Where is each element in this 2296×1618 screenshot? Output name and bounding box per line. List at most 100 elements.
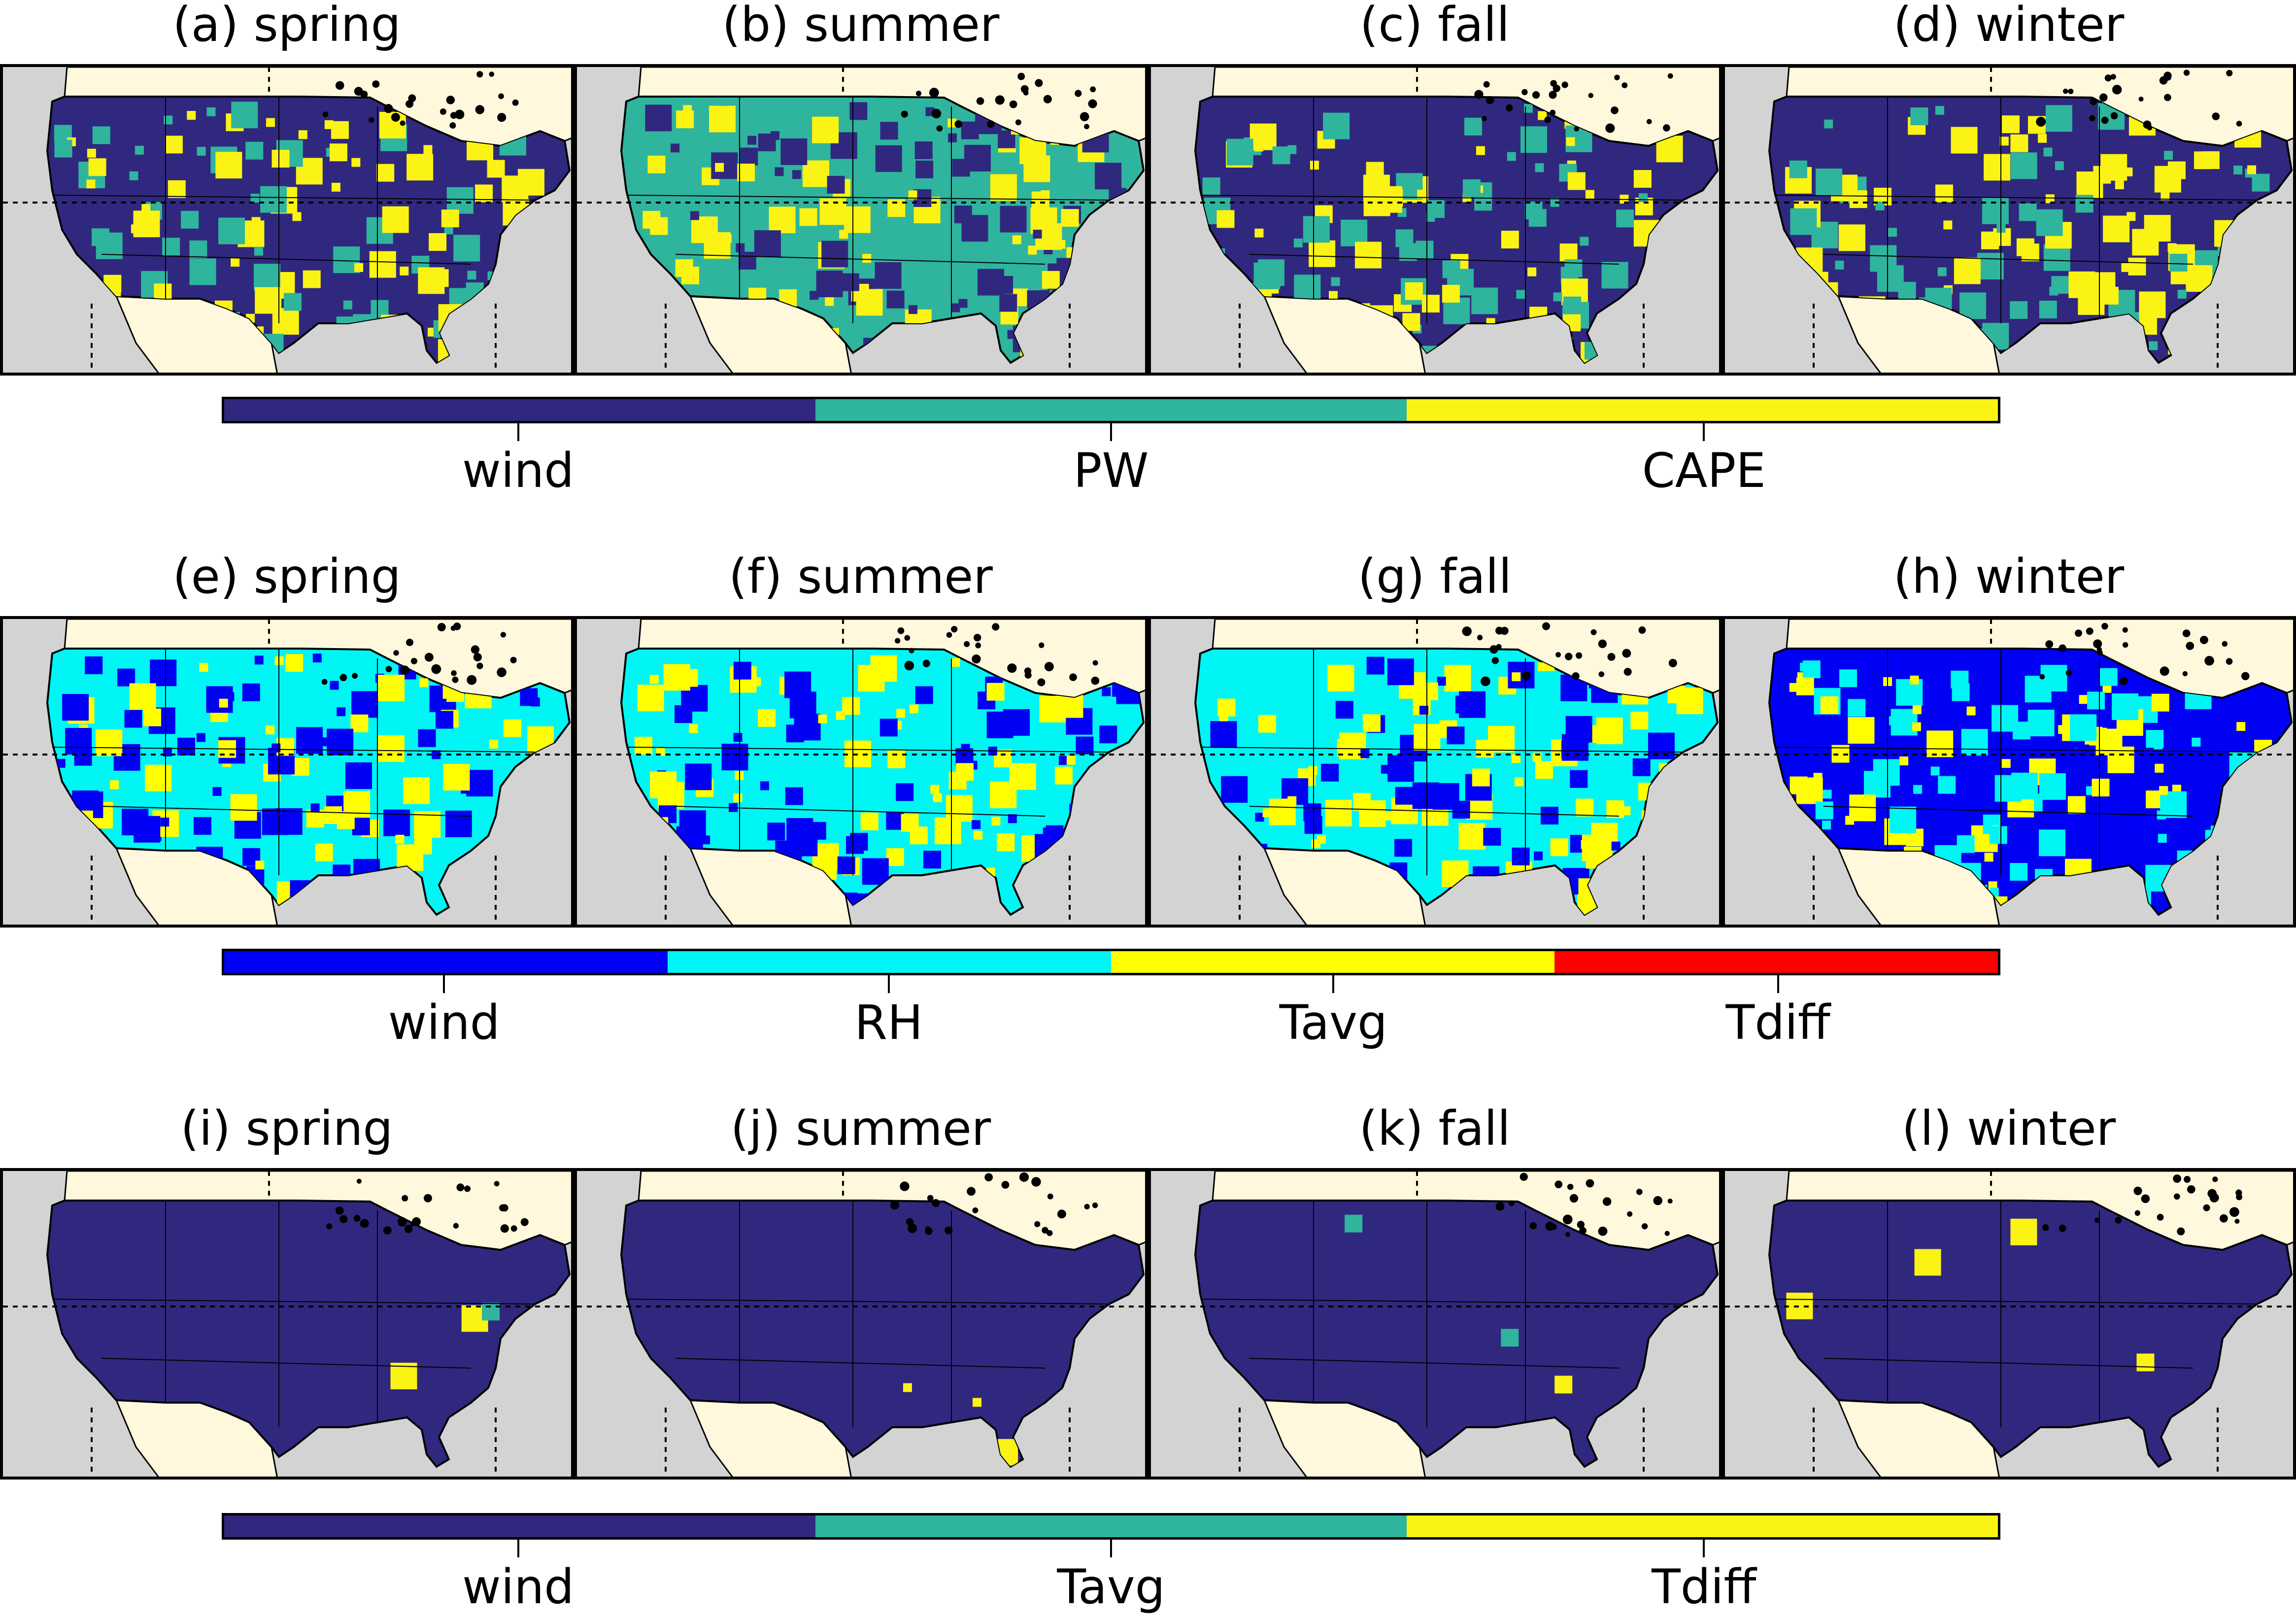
grid-cell [986,683,1005,701]
grid-cell [86,179,96,189]
grid-cell [88,158,106,176]
grid-cell [1476,146,1485,155]
grid-cell [2112,693,2139,720]
grid-cell [1226,138,1253,166]
map-svg [577,619,1145,925]
grid-cell [231,102,258,129]
grid-cell [445,810,472,837]
grid-cell [1033,230,1042,239]
grid-cell [680,669,698,687]
grid-cell [2045,105,2072,132]
grid-cell [2055,161,2064,171]
grid-cell [827,175,845,194]
grid-cell [1471,287,1498,314]
grid-cell [945,795,973,822]
grid-cell [901,814,919,832]
grid-cell [376,164,395,182]
panel-title: (d) winter [1893,0,2125,52]
grid-cell [1824,119,1833,129]
grid-cell [1366,656,1384,675]
colorbar-segment-tavg [815,1515,1407,1537]
grid-cell [1994,775,2022,802]
grid-cell [1483,827,1501,846]
grid-cell [1633,170,1652,188]
grid-cell [343,300,352,310]
grid-cell [2149,341,2158,350]
grid-cell [1501,231,1519,249]
grid-cell [896,709,905,718]
grid-cell [2159,786,2168,795]
grid-cell [792,170,801,179]
grid-cell [218,217,245,244]
grid-cell [1515,777,1524,787]
grid-cell [961,215,988,242]
grid-cell [1966,706,1976,716]
grid-cell [676,110,694,129]
grid-cell [2010,1218,2037,1245]
grid-cell [1961,728,1988,756]
grid-cell [1899,757,1909,766]
grid-cell [354,263,364,272]
grid-cell [266,118,275,127]
grid-cell [1559,243,1578,262]
grid-cell [1419,706,1429,715]
grid-cell [780,138,808,165]
grid-cell [298,130,307,139]
grid-cell [337,811,355,829]
grid-cell [1416,241,1434,259]
grid-cell [1254,228,1264,238]
grid-cell [733,661,751,680]
map-panel [1722,1168,2296,1480]
grid-cell [337,707,346,717]
grid-cell [2146,730,2164,748]
grid-cell [1405,282,1423,300]
grid-cell [2038,829,2065,857]
grid-cell [1538,662,1547,671]
grid-cell [54,139,72,158]
grid-cell [1550,198,1559,207]
grid-cell [160,818,169,827]
grid-cell [254,246,263,256]
grid-cell [816,271,843,298]
panel-title: (f) summer [729,549,993,604]
colorbar-segment-cape [1407,399,1998,421]
grid-cell [1582,834,1609,861]
panel-title: (l) winter [1901,1101,2116,1156]
grid-cell [129,171,138,180]
grid-cell [482,1303,500,1321]
grid-cell [903,1383,912,1392]
grid-cell [1898,281,1916,300]
grid-cell [504,719,522,737]
colorbar-label: Tavg [1057,1559,1165,1615]
map-panel [0,616,574,928]
grid-cell [1563,296,1582,314]
colorbar-tick [517,423,519,441]
grid-cell [2019,203,2037,221]
grid-cell [837,856,855,874]
grid-cell [964,144,991,172]
grid-cell [1527,267,1537,276]
grid-cell [1293,239,1303,248]
grid-cell [242,683,260,701]
grid-cell [1938,776,1956,794]
grid-cell [1534,851,1543,861]
grid-cell [87,148,96,158]
grid-cell [799,208,817,226]
grid-cell [467,271,476,280]
grid-cell [1984,853,1993,862]
grid-cell [1328,291,1338,300]
grid-cell [879,719,898,737]
grid-cell [733,793,743,803]
grid-cell [935,818,962,845]
colorbar-label: RH [854,995,923,1050]
grid-cell [1303,803,1321,822]
grid-cell [650,217,668,235]
colorbar-tick [1703,423,1705,441]
grid-cell [1102,687,1111,696]
map-svg [577,1171,1145,1477]
grid-cell [1255,813,1264,822]
map-svg [1151,67,1719,373]
grid-cell [990,174,1017,201]
grid-cell [1426,212,1435,222]
